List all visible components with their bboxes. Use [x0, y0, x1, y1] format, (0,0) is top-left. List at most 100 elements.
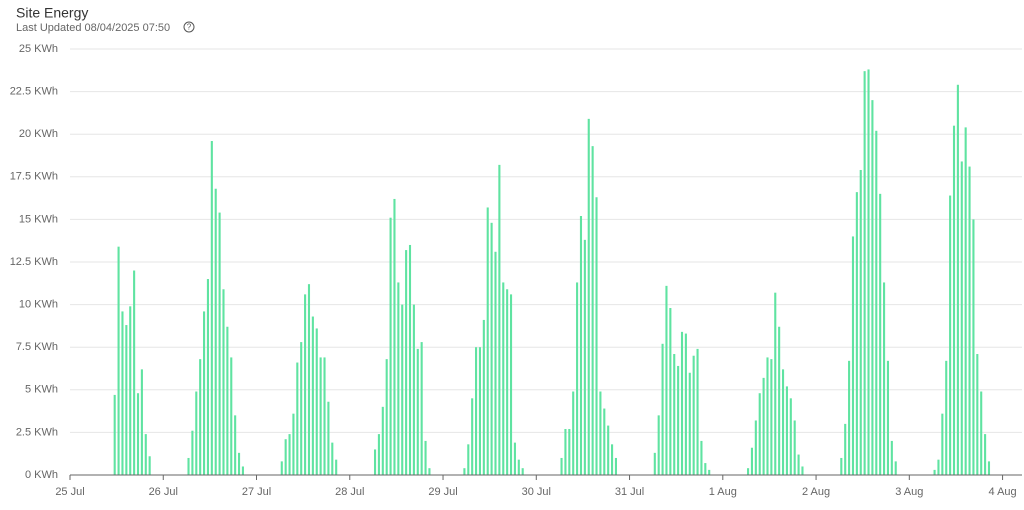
bar	[218, 212, 221, 476]
bar	[863, 71, 866, 475]
bar	[199, 359, 202, 475]
bar	[572, 391, 575, 475]
bar	[280, 461, 283, 475]
bar	[478, 347, 481, 475]
bar	[117, 246, 120, 475]
bar	[937, 459, 940, 475]
bar	[851, 236, 855, 475]
bar	[210, 141, 213, 476]
bar	[300, 342, 303, 475]
x-tick-label: 28 Jul	[335, 486, 364, 498]
y-tick-label: 2.5 KWh	[16, 426, 58, 438]
bar	[793, 420, 796, 475]
y-tick-label: 17.5 KWh	[10, 171, 58, 183]
bar	[855, 192, 858, 476]
chart-subtitle: Last Updated 08/04/2025 07:50	[16, 22, 170, 34]
bar	[517, 459, 520, 475]
help-icon[interactable]: ?	[183, 21, 195, 33]
bar	[389, 217, 392, 476]
bar	[750, 447, 753, 475]
bar	[327, 401, 330, 475]
bar	[603, 408, 606, 475]
bar	[770, 359, 773, 475]
bar	[475, 347, 478, 475]
bar	[144, 434, 147, 475]
bar	[331, 442, 334, 475]
y-tick-label: 5 KWh	[25, 384, 58, 396]
bar	[797, 454, 800, 475]
bar	[307, 284, 311, 475]
x-tick-label: 27 Jul	[242, 486, 271, 498]
bar	[564, 428, 567, 475]
bar	[677, 365, 680, 475]
bar	[952, 125, 956, 476]
bar	[133, 270, 136, 475]
bar	[222, 289, 225, 475]
bar	[195, 391, 198, 475]
bar	[311, 316, 314, 475]
y-tick-label: 20 KWh	[19, 128, 58, 140]
bar	[607, 425, 610, 475]
bar	[708, 469, 711, 475]
bar	[789, 398, 792, 475]
x-tick-label: 29 Jul	[428, 486, 457, 498]
bar	[972, 219, 975, 475]
bar	[148, 456, 151, 475]
bar	[591, 146, 594, 476]
bar	[206, 279, 209, 475]
bar	[140, 369, 143, 475]
bar	[933, 469, 936, 475]
bar	[576, 282, 579, 475]
bar	[696, 348, 699, 475]
bar	[486, 207, 489, 476]
bar	[292, 413, 295, 475]
chart-title: Site Energy	[16, 5, 88, 21]
bar	[579, 215, 583, 475]
bar	[956, 84, 959, 475]
bar	[844, 423, 847, 475]
bar	[288, 434, 291, 475]
bar	[987, 461, 991, 475]
bar	[883, 282, 886, 475]
y-tick-label: 25 KWh	[19, 43, 58, 55]
y-tick-label: 12.5 KWh	[10, 256, 58, 268]
bar	[241, 466, 244, 475]
bar	[408, 244, 412, 475]
bar	[509, 294, 513, 475]
bar	[521, 468, 524, 475]
bar	[669, 308, 672, 475]
bar	[587, 118, 590, 475]
bar	[424, 440, 427, 475]
bar	[890, 440, 893, 475]
bar	[304, 294, 307, 475]
bar	[980, 391, 983, 475]
bar	[700, 440, 703, 475]
x-tick-label: 25 Jul	[55, 486, 84, 498]
bar	[949, 195, 952, 475]
bar	[129, 306, 132, 475]
x-tick-label: 2 Aug	[802, 486, 830, 498]
bar	[661, 343, 664, 475]
bar	[385, 359, 388, 475]
bar	[463, 468, 466, 475]
bar	[801, 466, 804, 475]
bar	[653, 452, 656, 475]
y-tick-label: 22.5 KWh	[10, 86, 58, 98]
x-tick-label: 30 Jul	[522, 486, 551, 498]
bar	[136, 393, 140, 475]
bar	[692, 355, 695, 475]
bar	[498, 164, 501, 475]
bar	[502, 282, 505, 475]
bar	[230, 357, 233, 475]
bar	[187, 457, 190, 475]
bar	[428, 468, 431, 475]
bar	[203, 311, 206, 475]
bar	[412, 304, 415, 475]
bar	[335, 459, 338, 475]
y-tick-label: 0 KWh	[25, 469, 58, 481]
bar	[781, 369, 785, 475]
bar	[984, 434, 987, 475]
bar	[673, 354, 676, 475]
